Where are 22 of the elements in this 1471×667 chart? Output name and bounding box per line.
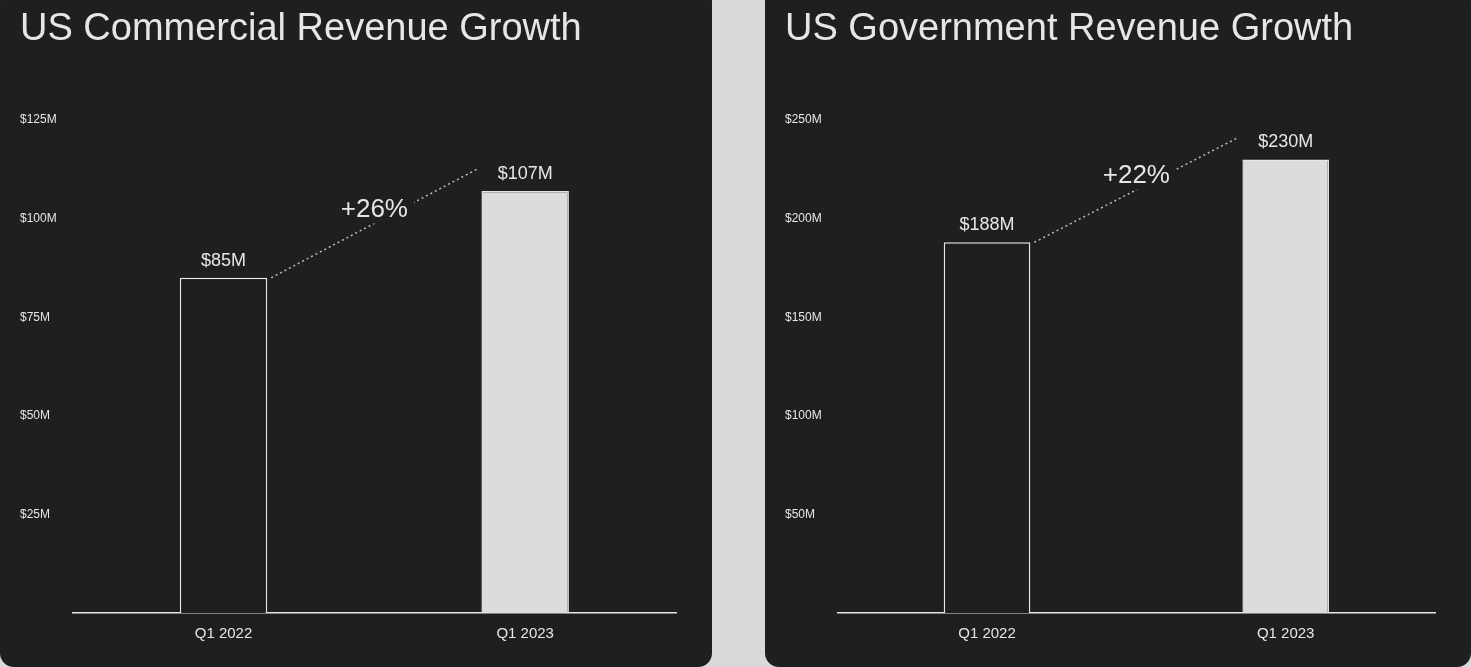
chart-title: US Commercial Revenue Growth: [20, 6, 582, 49]
data-label: $188M: [959, 214, 1015, 235]
x-tick-label: Q1 2023: [1256, 624, 1315, 642]
x-tick-label: Q1 2022: [958, 624, 1016, 642]
y-tick-label: $50M: [785, 506, 816, 521]
x-tick-label: Q1 2022: [194, 624, 253, 642]
data-label: $85M: [201, 249, 247, 270]
y-tick-label: $200M: [785, 210, 822, 225]
data-label: $230M: [1258, 131, 1314, 152]
annotation: +22%: [1102, 159, 1170, 190]
y-tick-label: $100M: [785, 408, 822, 423]
y-tick-label: $50M: [20, 408, 51, 423]
data-label: $107M: [497, 162, 553, 183]
chart-title: US Government Revenue Growth: [785, 6, 1354, 49]
annotation: +26%: [340, 192, 408, 223]
y-tick-label: $100M: [20, 210, 57, 225]
x-tick-label: Q1 2023: [496, 624, 554, 642]
y-tick-label: $75M: [20, 309, 51, 324]
y-tick-label: $125M: [20, 112, 57, 127]
y-tick-label: $150M: [785, 309, 822, 324]
y-tick-label: $250M: [785, 112, 822, 127]
y-tick-label: $25M: [20, 506, 51, 521]
